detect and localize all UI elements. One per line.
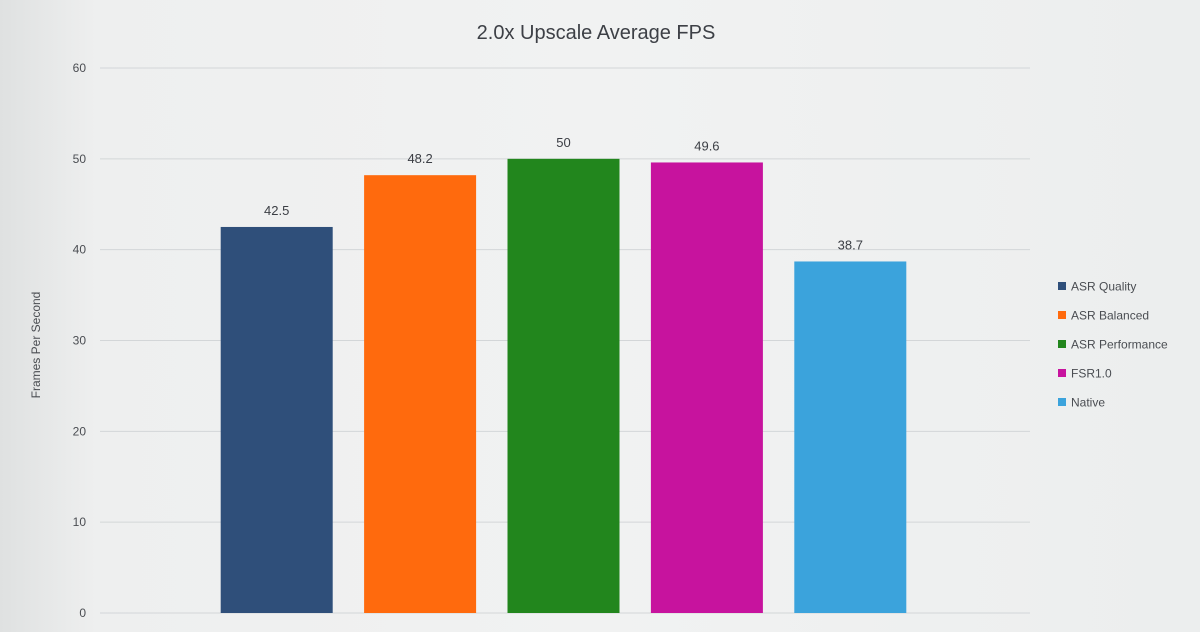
data-label: 49.6	[694, 138, 719, 153]
legend-swatch	[1058, 340, 1066, 348]
bar	[507, 158, 620, 614]
bar	[364, 175, 477, 613]
legend-swatch	[1058, 369, 1066, 377]
legend: ASR Quality ASR Balanced ASR Performance FS…	[1058, 280, 1168, 410]
y-tick-label: 0	[79, 606, 86, 620]
legend-entry: ASR Balanced	[1071, 309, 1149, 323]
data-label: 42.5	[264, 203, 289, 218]
legend-entry: Native	[1071, 396, 1105, 410]
y-axis-ticks: 0 10 20 30 40 50 60	[73, 61, 87, 620]
y-tick-label: 60	[73, 61, 87, 75]
bars	[220, 158, 907, 614]
bar	[220, 226, 333, 614]
y-tick-label: 10	[73, 515, 87, 529]
y-tick-label: 20	[73, 424, 87, 438]
chart-title: 2.0x Upscale Average FPS	[477, 22, 716, 44]
data-label: 48.2	[407, 151, 432, 166]
legend-swatch	[1058, 282, 1066, 290]
legend-swatch	[1058, 311, 1066, 319]
legend-entry: FSR1.0	[1071, 367, 1112, 381]
y-tick-label: 30	[73, 334, 87, 348]
legend-entry: ASR Performance	[1071, 338, 1168, 352]
y-tick-label: 50	[73, 152, 87, 166]
legend-swatch	[1058, 398, 1066, 406]
bar	[794, 261, 907, 613]
legend-entry: ASR Quality	[1071, 280, 1136, 294]
data-label: 50	[556, 135, 570, 150]
data-label: 38.7	[838, 237, 863, 252]
y-axis-label: Frames Per Second	[29, 292, 43, 399]
bar	[650, 162, 763, 613]
y-tick-label: 40	[73, 243, 87, 257]
data-labels: 42.5 48.2 50 49.6 38.7	[264, 135, 863, 253]
